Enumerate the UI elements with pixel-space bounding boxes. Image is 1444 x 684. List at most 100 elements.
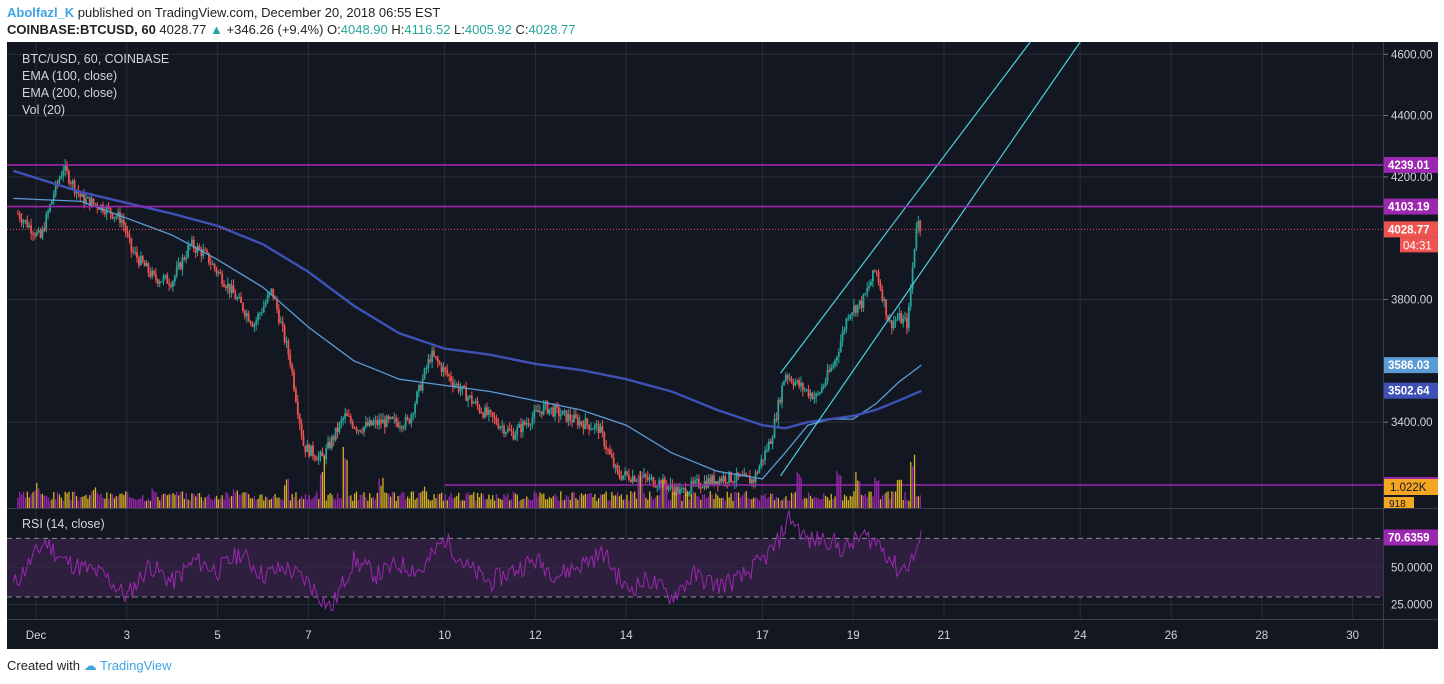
candle-body [138,258,140,266]
candle-body [694,480,696,484]
candle-body [438,362,441,365]
volume-bar [590,492,592,508]
candle-body [217,272,220,274]
volume-bar [624,499,626,508]
candle-body [190,239,193,245]
candle-body [28,225,31,228]
volume-bar [821,498,823,508]
volume-bar [185,492,187,508]
price-tag-label-2: 3502.64 [1388,386,1430,398]
volume-bar [618,496,621,508]
candle-body [327,441,329,448]
candle-body [571,420,573,423]
volume-bar [312,498,314,508]
volume-bar [45,495,47,508]
volume-bar [783,498,785,508]
volume-bar [535,493,537,508]
volume-bar [206,496,208,508]
volume-bar [109,493,112,508]
volume-bar [367,500,369,508]
candle-body [518,424,521,428]
volume-bar [772,493,774,508]
candle-body [504,432,507,434]
volume-bar [389,496,392,508]
volume-bar [902,500,904,508]
volume-bar [514,493,517,508]
volume-bar [641,471,643,508]
candle-body [574,414,577,418]
volume-bar [802,499,804,508]
volume-bar [238,494,240,508]
volume-bar [860,494,863,508]
volume-bar [132,498,134,508]
author-link[interactable]: Abolfazl_K [7,5,75,20]
candle-body [291,364,294,372]
x-tick-label: 24 [1074,630,1087,642]
volume-bar [762,495,764,508]
volume-bar [280,499,282,508]
candle-body [109,207,112,214]
candle-body [803,389,806,391]
candle-body [332,436,335,440]
volume-bar [533,491,535,508]
candle-body [495,418,498,424]
candle-body [894,320,897,322]
candle-body [750,479,753,484]
volume-bar [125,491,127,508]
rsi-value-tag [1384,529,1438,546]
candle-body [559,415,562,417]
volume-bar [361,494,363,508]
volume-bar [100,493,102,508]
candle-body [455,383,458,385]
candle-body [489,410,492,413]
candle-body [900,313,903,324]
candle-body [609,449,611,455]
volume-bar [282,499,284,508]
volume-bar [486,499,488,508]
candle-body [24,219,27,221]
volume-bar [414,499,416,508]
candle-body [713,475,715,485]
volume-bar [302,498,305,508]
candle-body [779,400,782,403]
volume-bar [178,495,180,508]
volume-bar [202,500,204,508]
tradingview-brand[interactable]: TradingView [100,658,172,673]
candle-body [915,228,918,249]
volume-bar [824,495,827,508]
candle-body [73,180,76,193]
candle-body [819,392,821,394]
legend-ema200: EMA (200, close) [22,86,118,100]
chart-area[interactable]: 4600.00 4400.00 4200.00 3800.00 3400.00 Dec 3 5… [7,41,1438,649]
volume-bar [911,466,914,508]
volume-bar [580,493,583,508]
candle-body [690,481,693,492]
candle-body [83,193,85,204]
volume-bar [384,492,386,508]
volume-bar [717,495,719,508]
volume-bar [599,494,602,508]
volume-bar [503,494,505,508]
candle-body [714,481,717,485]
candle-body [414,403,416,414]
candle-body [728,471,731,483]
candle-body [735,472,738,482]
volume-bar [30,494,32,508]
volume-bar [770,493,772,508]
volume-bar [304,494,307,508]
candle-body [238,296,241,299]
candle-body [824,381,827,386]
volume-bar [613,495,615,508]
candle-body [62,170,65,177]
candle-body [177,262,180,268]
volume-bar [906,499,908,508]
volume-bar [879,499,882,508]
volume-bar [225,492,227,508]
volume-bar [266,497,269,508]
volume-bar [876,480,878,508]
candle-body [588,424,591,430]
volume-bar [495,494,498,508]
volume-bar [333,498,335,508]
candle-body [60,176,63,179]
